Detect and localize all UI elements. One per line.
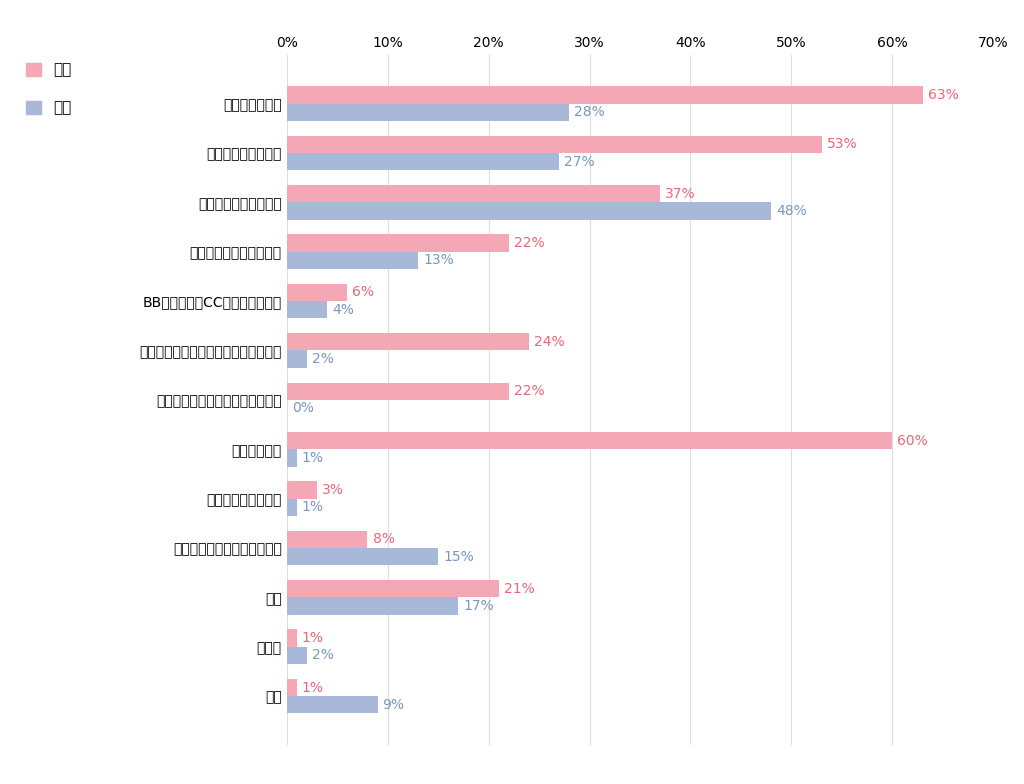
Text: 2%: 2% bbox=[312, 352, 334, 366]
Text: 8%: 8% bbox=[373, 532, 394, 546]
Bar bbox=[287, 333, 529, 350]
Text: 1%: 1% bbox=[302, 631, 324, 645]
Text: 27%: 27% bbox=[564, 154, 595, 169]
Bar bbox=[287, 284, 347, 301]
Text: 3%: 3% bbox=[322, 483, 344, 497]
Text: 1%: 1% bbox=[302, 681, 324, 695]
Bar bbox=[287, 86, 923, 103]
Text: 2%: 2% bbox=[312, 648, 334, 662]
Bar bbox=[287, 252, 418, 269]
Bar bbox=[287, 103, 569, 121]
Bar bbox=[287, 499, 297, 516]
Text: 13%: 13% bbox=[423, 253, 454, 267]
Bar bbox=[287, 548, 438, 565]
Text: 48%: 48% bbox=[776, 204, 807, 218]
Bar bbox=[287, 136, 821, 153]
Text: 4%: 4% bbox=[332, 303, 354, 317]
Text: 6%: 6% bbox=[352, 285, 375, 299]
Bar bbox=[287, 647, 307, 664]
Bar bbox=[287, 481, 317, 499]
Text: 21%: 21% bbox=[504, 582, 535, 596]
Text: 28%: 28% bbox=[574, 105, 605, 119]
Bar bbox=[287, 301, 327, 318]
Bar bbox=[287, 597, 459, 615]
Text: 1%: 1% bbox=[302, 451, 324, 465]
Bar bbox=[287, 432, 892, 449]
Bar bbox=[287, 580, 499, 597]
Text: 22%: 22% bbox=[514, 384, 545, 398]
Text: 0%: 0% bbox=[292, 401, 313, 416]
Text: 15%: 15% bbox=[443, 550, 474, 564]
Text: 22%: 22% bbox=[514, 236, 545, 250]
Bar bbox=[287, 153, 559, 170]
Bar bbox=[287, 630, 297, 647]
Text: 24%: 24% bbox=[535, 335, 564, 349]
Text: 53%: 53% bbox=[826, 137, 857, 151]
Bar bbox=[287, 350, 307, 368]
Bar bbox=[287, 185, 660, 202]
Bar bbox=[287, 679, 297, 696]
Text: 1%: 1% bbox=[302, 500, 324, 514]
Text: 17%: 17% bbox=[463, 599, 495, 613]
Legend: 女性, 男性: 女性, 男性 bbox=[26, 63, 72, 115]
Bar bbox=[287, 449, 297, 466]
Bar bbox=[287, 383, 509, 400]
Bar bbox=[287, 531, 368, 548]
Text: 63%: 63% bbox=[928, 88, 958, 102]
Text: 9%: 9% bbox=[383, 698, 404, 712]
Bar bbox=[287, 202, 771, 220]
Bar bbox=[287, 696, 378, 713]
Text: 37%: 37% bbox=[666, 187, 696, 201]
Text: 60%: 60% bbox=[897, 434, 928, 448]
Bar bbox=[287, 234, 509, 252]
